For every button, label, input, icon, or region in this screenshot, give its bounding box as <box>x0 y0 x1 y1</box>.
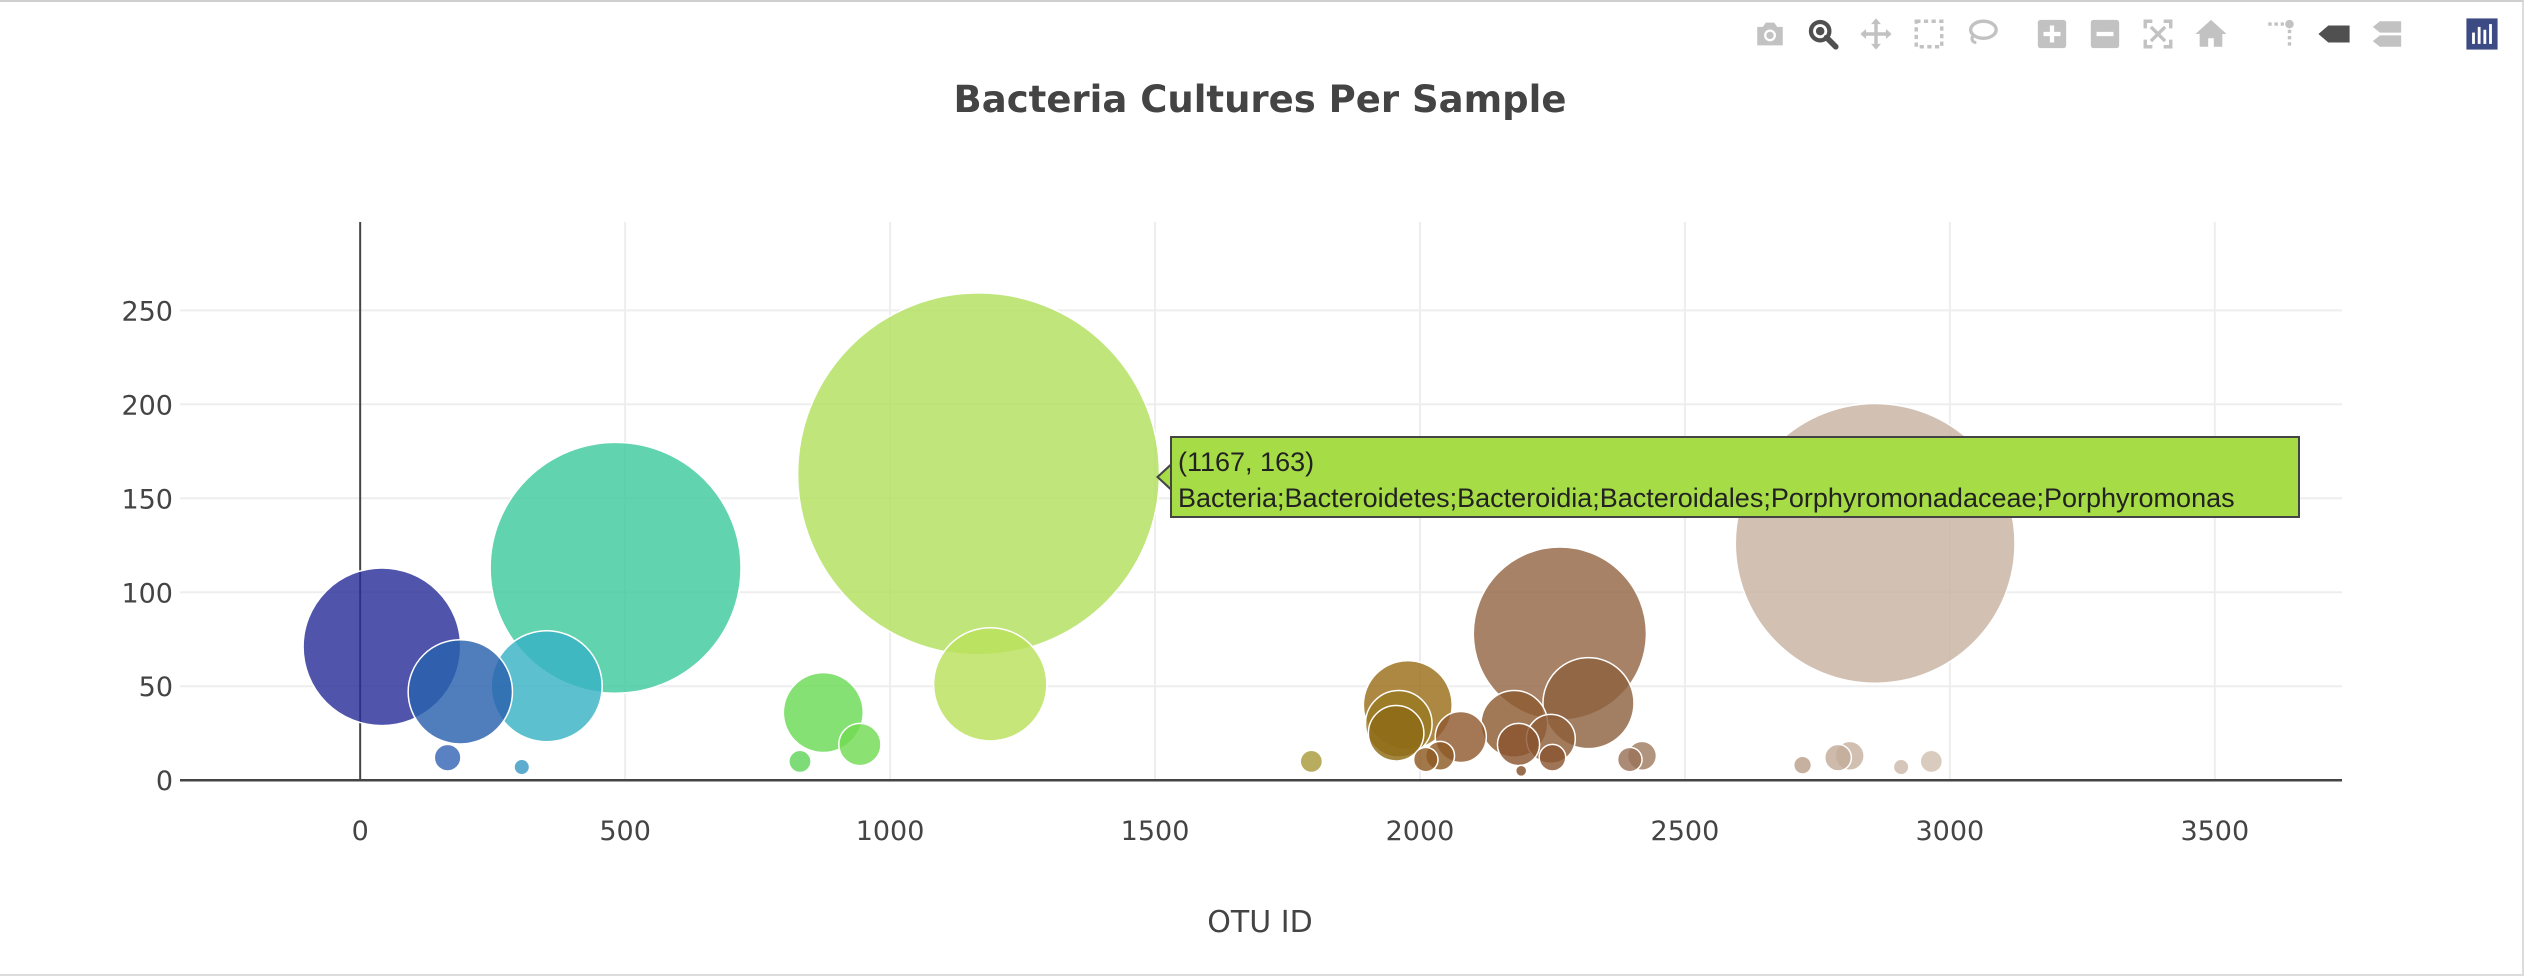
bubble-point[interactable] <box>1514 764 1528 778</box>
lasso-select-icon[interactable] <box>1962 14 2002 54</box>
y-tick-label: 250 <box>121 296 173 327</box>
spike-lines-icon[interactable] <box>2261 14 2301 54</box>
bubble-point[interactable] <box>1792 755 1813 775</box>
zoom-in-icon[interactable] <box>2032 14 2072 54</box>
bubble-point[interactable] <box>433 743 462 772</box>
hover-closest-icon[interactable] <box>2314 14 2354 54</box>
bubble-point[interactable] <box>1538 743 1567 772</box>
bubble-point[interactable] <box>1616 746 1643 773</box>
bubble-point[interactable] <box>1367 704 1425 762</box>
bubble-point[interactable] <box>513 758 531 776</box>
axes-layer: 0 500 1000 1500 2000 2500 3000 3500 0 50 100 150 200… <box>121 222 2342 847</box>
x-tick-label: 2500 <box>1651 816 1720 847</box>
hover-compare-icon[interactable] <box>2367 14 2407 54</box>
bubble-point[interactable] <box>838 722 882 767</box>
x-tick-label: 500 <box>599 816 651 847</box>
bubble-point[interactable] <box>1919 749 1944 774</box>
x-tick-label: 3000 <box>1916 816 1985 847</box>
x-axis-label: OTU ID <box>1207 905 1312 940</box>
y-tick-label: 150 <box>121 484 173 515</box>
x-tick-label: 2000 <box>1386 816 1455 847</box>
bubble-point[interactable] <box>796 292 1161 656</box>
x-tick-label: 1500 <box>1121 816 1190 847</box>
tooltip-arrow-fill <box>1159 466 1171 488</box>
zoom-out-icon[interactable] <box>2085 14 2125 54</box>
y-tick-label: 0 <box>156 766 173 797</box>
x-tick-label: 3500 <box>2180 816 2249 847</box>
bubble-point[interactable] <box>1412 746 1439 773</box>
modebar <box>1750 14 2510 54</box>
y-tick-label: 100 <box>121 578 173 609</box>
hover-tooltip: (1167, 163) Bacteria;Bacteroidetes;Bacte… <box>1170 436 2300 518</box>
autoscale-icon[interactable] <box>2138 14 2178 54</box>
box-select-icon[interactable] <box>1909 14 1949 54</box>
y-tick-label: 50 <box>139 672 173 703</box>
reset-axes-icon[interactable] <box>2191 14 2231 54</box>
tooltip-coordinates: (1167, 163) <box>1178 447 1315 477</box>
bubble-point[interactable] <box>1823 743 1853 772</box>
bubble-point[interactable] <box>932 626 1048 742</box>
camera-icon[interactable] <box>1750 14 1790 54</box>
bubble-point[interactable] <box>788 749 812 774</box>
x-tick-label: 1000 <box>856 816 925 847</box>
chart-title: Bacteria Cultures Per Sample <box>954 78 1567 121</box>
bubble-point[interactable] <box>1892 758 1910 776</box>
x-tick-label: 0 <box>352 816 369 847</box>
tooltip-taxonomy: Bacteria;Bacteroidetes;Bacteroidia;Bacte… <box>1178 483 2235 513</box>
bubble-point[interactable] <box>1496 722 1541 767</box>
bubble-point[interactable] <box>1299 749 1324 774</box>
y-tick-label: 200 <box>121 390 173 421</box>
points-layer[interactable] <box>302 292 2016 778</box>
pan-icon[interactable] <box>1856 14 1896 54</box>
zoom-icon[interactable] <box>1803 14 1843 54</box>
bubble-point[interactable] <box>407 638 514 745</box>
plotly-logo-icon[interactable] <box>2462 14 2502 54</box>
